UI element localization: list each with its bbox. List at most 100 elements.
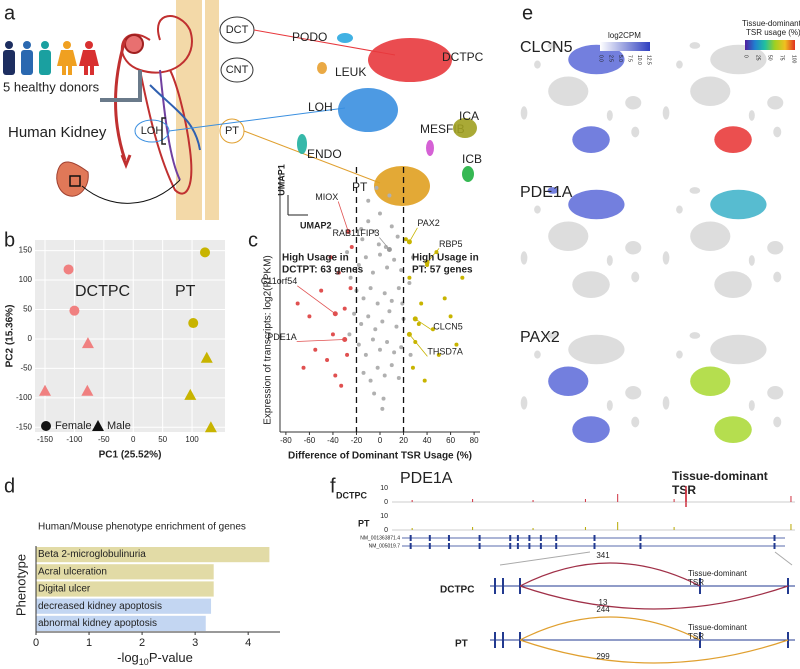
exon [447, 543, 450, 549]
umap-cluster [625, 96, 642, 110]
point [374, 185, 379, 190]
umap-cluster [631, 126, 640, 138]
umap-cluster [767, 241, 784, 255]
exon [528, 543, 531, 549]
tsr-label: Tissue-dominant [688, 623, 748, 632]
bar [36, 581, 214, 597]
exon [639, 535, 642, 541]
umap-cluster [547, 332, 559, 339]
umap-cluster [662, 251, 670, 265]
group-label: DCTPC [75, 283, 130, 300]
point [363, 352, 368, 357]
y-tick-label: -100 [16, 393, 33, 402]
colorbar-tick: 0.0 [598, 55, 604, 62]
exon [409, 535, 412, 541]
point [375, 301, 380, 306]
exon [539, 543, 542, 549]
gene-leader [415, 318, 434, 332]
point [396, 286, 401, 291]
umap-cluster [710, 44, 767, 75]
point [422, 378, 427, 383]
point [407, 280, 412, 285]
point [333, 373, 338, 378]
link-dctpc [253, 29, 396, 56]
umap-cluster [767, 96, 784, 110]
exon [409, 543, 412, 549]
exon [773, 543, 776, 549]
gene-label: CLCN5 [433, 321, 463, 331]
umap-cluster [748, 255, 755, 266]
sashimi-label: PT [455, 639, 468, 650]
point [307, 314, 312, 319]
tsr-label: Tissue-dominant [688, 569, 748, 578]
point [380, 319, 385, 324]
point [328, 255, 333, 260]
category-label: abnormal kidney apoptosis [38, 618, 157, 629]
exon [502, 632, 504, 648]
junction-arc [519, 616, 701, 641]
tubule [159, 69, 181, 181]
umap-cluster [690, 76, 731, 107]
gene-label: C11orf54 [261, 276, 297, 286]
umap-cluster [462, 166, 474, 182]
point [382, 291, 387, 296]
point [366, 314, 371, 319]
exon [555, 543, 558, 549]
umap-cluster [773, 416, 782, 428]
umap-cluster [773, 126, 782, 138]
umap-cluster [548, 366, 589, 397]
gene-leader [337, 201, 349, 232]
point [389, 224, 394, 229]
point [392, 350, 397, 355]
gene-leader [409, 227, 418, 243]
colorbar [600, 42, 650, 51]
point [373, 327, 378, 332]
x-axis-label-part: -log [117, 650, 139, 665]
point [81, 384, 94, 396]
transcript-label: NM_005019.7 [369, 543, 401, 549]
point [385, 340, 390, 345]
point [416, 322, 421, 327]
point [442, 296, 447, 301]
link-loh [168, 107, 346, 132]
tsr-label: TSR [688, 632, 704, 641]
point [325, 358, 330, 363]
point [372, 391, 377, 396]
gene-label: PAX2 [417, 218, 439, 228]
point [389, 363, 394, 368]
organ-label: Human Kidney [8, 124, 107, 141]
umap-cluster [714, 271, 752, 299]
point [342, 306, 347, 311]
umap-cluster [631, 271, 640, 283]
point [349, 244, 354, 249]
y-axis-label: PC2 (15.36%) [5, 305, 16, 368]
umap-cluster [426, 140, 434, 156]
umap-cluster [520, 396, 528, 410]
point [352, 311, 357, 316]
x-tick-label: 60 [446, 436, 455, 445]
colorbar-tick: 10.0 [636, 55, 642, 65]
point [408, 352, 413, 357]
x-tick-label: -40 [327, 436, 339, 445]
point [347, 332, 352, 337]
point [204, 421, 217, 433]
x-tick-label: 80 [470, 436, 479, 445]
colorbar-tick: 75 [779, 55, 785, 61]
track-label: PT [358, 518, 370, 528]
point [345, 250, 350, 255]
point [380, 406, 385, 411]
colorbar-tick: 25 [755, 55, 761, 61]
cluster-label: LEUK [335, 65, 366, 79]
y-tick-label: 100 [19, 275, 33, 284]
umap-cluster [368, 38, 452, 82]
junction-count: 341 [596, 551, 610, 560]
exon [502, 578, 504, 594]
segment-label: PT [225, 125, 239, 137]
legend-label: Female [55, 420, 92, 432]
umap-cluster [676, 350, 683, 359]
colorbar-tick: 2.5 [607, 55, 613, 62]
point [339, 383, 344, 388]
umap-cluster [374, 166, 430, 206]
kidney-schematic [56, 0, 396, 220]
zoom-box [69, 175, 81, 187]
